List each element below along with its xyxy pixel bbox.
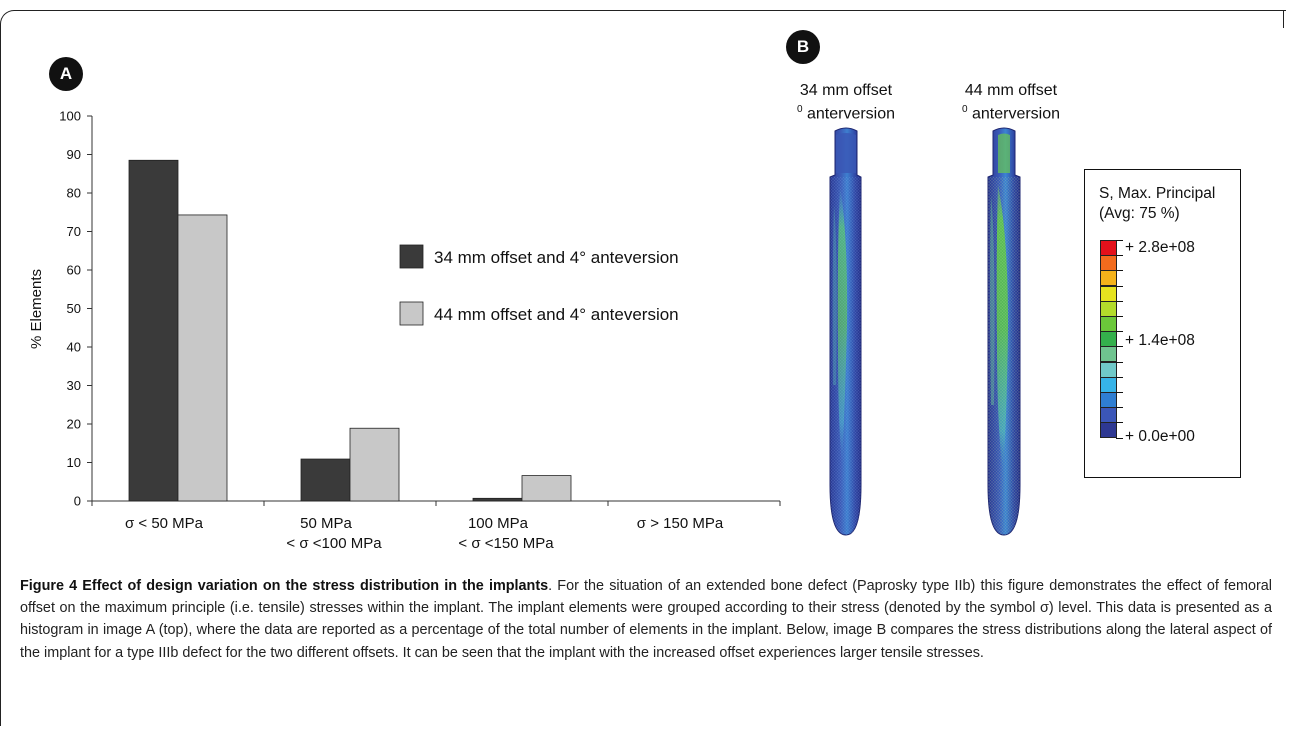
bar-chart: 0 10 20 30 40 50 60 70 80 90 100 σ < 50 MPa 50 MPa <… xyxy=(28,109,781,552)
color-swatch xyxy=(1100,255,1117,272)
implant-title-line2: 0 anterversion xyxy=(776,100,916,123)
category-label: σ > 150 MPa xyxy=(637,515,724,532)
bar xyxy=(521,475,572,502)
color-swatch xyxy=(1100,346,1117,363)
y-axis-title: % Elements xyxy=(28,269,45,349)
contour-label-mid: + 1.4e+08 xyxy=(1125,332,1195,349)
color-swatch xyxy=(1100,422,1117,439)
color-swatch xyxy=(1100,285,1117,302)
category-label: σ < 50 MPa xyxy=(125,515,204,532)
bar xyxy=(300,458,351,502)
color-scale-tick xyxy=(1116,285,1123,287)
implant-title-line1: 44 mm offset xyxy=(964,82,1058,99)
color-scale-tick xyxy=(1116,331,1123,333)
y-tick-label: 10 xyxy=(67,455,81,470)
y-tick-label: 20 xyxy=(67,417,81,432)
figure-caption: Figure 4 Effect of design variation on t… xyxy=(20,575,1272,664)
contour-legend-title: S, Max. Principal (Avg: 75 %) xyxy=(1099,184,1215,224)
y-tick-label: 70 xyxy=(67,224,81,239)
implant-title-44mm: 44 mm offset 0 anterversion xyxy=(941,81,1081,123)
color-swatch xyxy=(1100,240,1117,256)
bar xyxy=(472,497,523,502)
color-swatch xyxy=(1100,361,1117,378)
category-label-line: σ < 50 MPa xyxy=(125,515,204,532)
contour-label-max: + 2.8e+08 xyxy=(1125,239,1195,256)
color-scale-tick xyxy=(1116,407,1123,409)
color-scale-tick xyxy=(1116,240,1123,241)
caption-body: . For the situation of an extended bone … xyxy=(20,578,1272,661)
chart-legend: 34 mm offset and 4° anteversion 44 mm off… xyxy=(399,244,679,326)
bars xyxy=(128,159,572,502)
legend-swatch xyxy=(399,301,424,326)
legend-label: 44 mm offset and 4° anteversion xyxy=(434,305,679,324)
category-label: 100 MPa < σ <150 MPa xyxy=(458,515,554,552)
y-tick-label: 80 xyxy=(67,186,81,201)
x-axis xyxy=(91,500,781,506)
contour-legend-title-line1: S, Max. Principal xyxy=(1099,185,1216,202)
legend-swatch xyxy=(399,244,424,269)
bar xyxy=(177,214,228,502)
category-label-line: < σ <100 MPa xyxy=(286,535,382,552)
degree-sup: 0 xyxy=(961,104,968,115)
y-tick-label: 90 xyxy=(67,147,81,162)
color-scale-tick xyxy=(1116,300,1123,302)
bar xyxy=(349,427,400,502)
frame-edge xyxy=(1282,10,1284,28)
y-tick-label: 40 xyxy=(67,340,81,355)
implant-44mm-image xyxy=(987,127,1021,536)
implant-title-line1: 34 mm offset xyxy=(799,82,893,99)
color-swatch xyxy=(1100,392,1117,408)
legend-label: 34 mm offset and 4° anteversion xyxy=(434,248,679,267)
color-scale-tick xyxy=(1116,376,1123,378)
panel-a-badge: A xyxy=(49,57,83,91)
color-swatch xyxy=(1100,270,1117,287)
implant-title-anterversion: anterversion xyxy=(806,105,896,123)
color-swatch xyxy=(1100,407,1117,424)
figure-frame xyxy=(0,10,1286,726)
y-tick-label: 0 xyxy=(74,494,81,509)
caption-title: Figure 4 Effect of design variation on t… xyxy=(20,578,549,594)
implant-title-34mm: 34 mm offset 0 anterversion xyxy=(776,81,916,123)
category-label: 50 MPa < σ <100 MPa xyxy=(286,515,382,552)
panel-b-badge: B xyxy=(786,30,820,64)
y-tick-label: 100 xyxy=(59,109,81,124)
category-label-line: < σ <150 MPa xyxy=(458,535,554,552)
degree-sup: 0 xyxy=(796,104,803,115)
color-swatch xyxy=(1100,376,1117,393)
y-tick-label: 50 xyxy=(67,301,81,316)
color-scale-tick xyxy=(1116,361,1123,363)
color-scale-tick xyxy=(1116,316,1123,317)
color-scale-tick xyxy=(1116,346,1123,348)
implant-34mm-image xyxy=(829,127,862,536)
contour-label-min: + 0.0e+00 xyxy=(1125,428,1195,445)
category-labels: σ < 50 MPa 50 MPa < σ <100 MPa 100 MPa < σ <… xyxy=(125,515,724,552)
bar xyxy=(128,159,179,502)
color-swatch xyxy=(1100,316,1117,332)
y-axis: 0 10 20 30 40 50 60 70 80 90 100 xyxy=(59,109,93,509)
category-label-line: 100 MPa xyxy=(468,515,529,532)
contour-legend-title-line2: (Avg: 75 %) xyxy=(1099,205,1180,222)
y-tick-label: 60 xyxy=(67,263,81,278)
y-tick-label: 30 xyxy=(67,378,81,393)
category-label-line: σ > 150 MPa xyxy=(637,515,724,532)
implant-title-line2: 0 anterversion xyxy=(941,100,1081,123)
color-swatch xyxy=(1100,300,1117,317)
color-scale-tick xyxy=(1116,255,1123,257)
contour-legend: S, Max. Principal (Avg: 75 %) + 2.8e+08 … xyxy=(1084,169,1241,478)
color-scale-tick xyxy=(1116,422,1123,424)
color-swatch xyxy=(1100,331,1117,348)
color-scale-tick xyxy=(1116,437,1123,439)
color-scale-tick xyxy=(1116,270,1123,272)
color-scale-tick xyxy=(1116,392,1123,393)
implant-title-anterversion: anterversion xyxy=(971,105,1061,123)
category-label-line: 50 MPa xyxy=(300,515,352,532)
